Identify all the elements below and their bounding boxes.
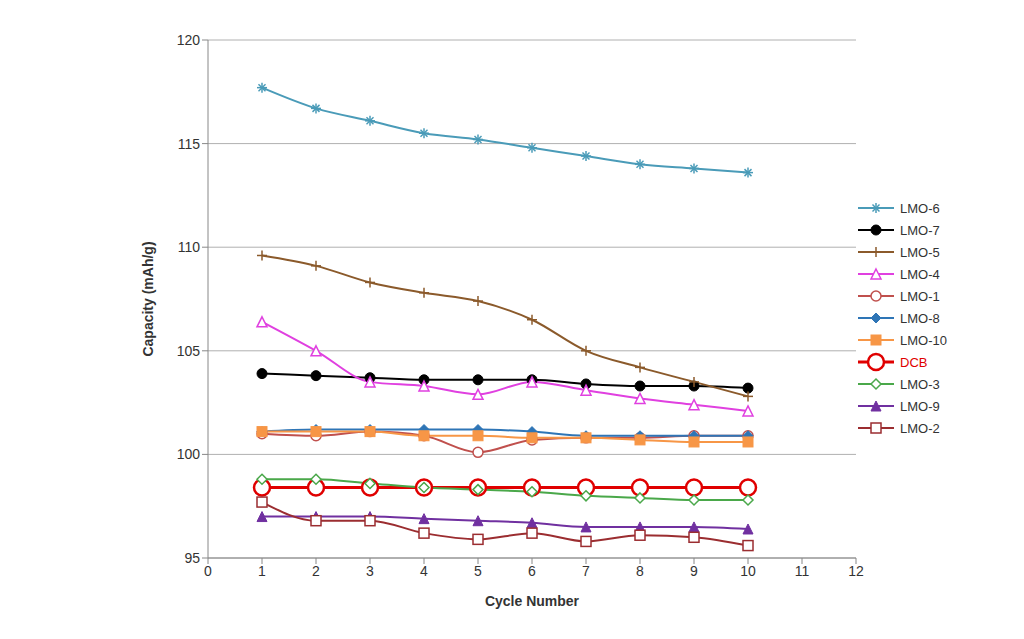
html-text:LMO-5: LMO-5 — [900, 244, 940, 260]
svg-text:3: 3 — [366, 563, 374, 579]
svg-text:11: 11 — [795, 563, 810, 579]
svg-text:95: 95 — [184, 550, 200, 566]
svg-text:105: 105 — [177, 343, 201, 359]
svg-text:1: 1 — [258, 563, 266, 579]
svg-text:115: 115 — [178, 136, 201, 152]
html-text:LMO-1: LMO-1 — [900, 288, 940, 304]
html-text:LMO-2: LMO-2 — [900, 420, 940, 436]
svg-text:100: 100 — [177, 446, 201, 462]
html-text:DCB: DCB — [900, 354, 928, 370]
svg-text:6: 6 — [528, 563, 536, 579]
svg-text:7: 7 — [582, 563, 590, 579]
html-text:LMO-4: LMO-4 — [900, 266, 940, 282]
svg-text:12: 12 — [848, 563, 864, 579]
html-text:LMO-10: LMO-10 — [900, 332, 947, 348]
svg-text:2: 2 — [312, 563, 320, 579]
svg-text:Capacity (mAh/g): Capacity (mAh/g) — [140, 241, 156, 356]
svg-text:10: 10 — [740, 563, 756, 579]
html-text:LMO-8: LMO-8 — [900, 310, 940, 326]
html-text:LMO-6: LMO-6 — [900, 200, 940, 216]
svg-text:110: 110 — [178, 239, 201, 255]
html-text:LMO-7: LMO-7 — [900, 222, 940, 238]
svg-text:9: 9 — [690, 563, 698, 579]
svg-text:5: 5 — [474, 563, 482, 579]
svg-text:4: 4 — [420, 563, 428, 579]
html-text:LMO-9: LMO-9 — [900, 398, 940, 414]
svg-text:0: 0 — [204, 563, 212, 579]
html-text:LMO-3: LMO-3 — [900, 376, 940, 392]
svg-text:Cycle Number: Cycle Number — [485, 593, 580, 609]
svg-text:8: 8 — [636, 563, 644, 579]
svg-text:120: 120 — [177, 32, 201, 48]
